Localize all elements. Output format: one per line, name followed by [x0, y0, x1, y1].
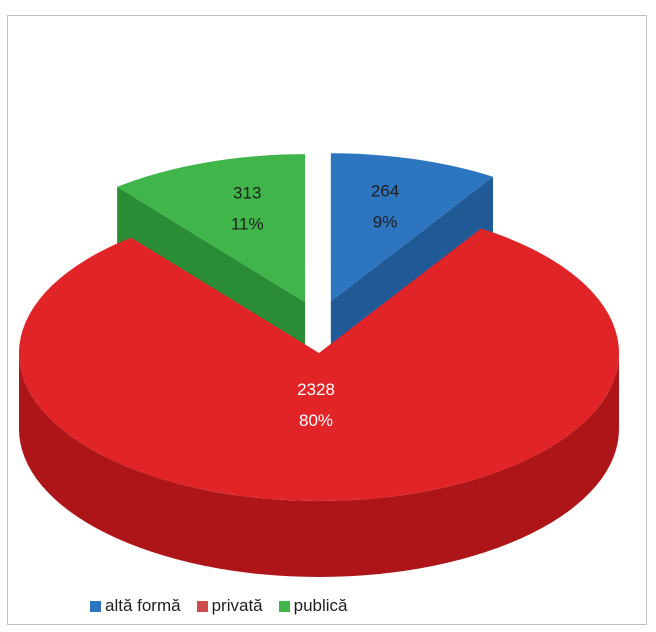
pie-slice-alta-forma	[330, 153, 493, 302]
pie-slice-privata	[19, 228, 620, 501]
legend-swatch-publica	[278, 600, 290, 612]
legend-swatch-privata	[196, 600, 208, 612]
legend: altă formă privată publică	[90, 596, 364, 616]
legend-item-publica: publică	[278, 596, 348, 616]
data-label-percent-publica: 11%	[231, 214, 264, 233]
data-label-value-publica: 313	[233, 183, 261, 202]
data-label-value-privata: 2328	[297, 380, 335, 399]
legend-label-publica: publică	[293, 596, 348, 615]
legend-label-alta-forma: altă formă	[105, 596, 181, 615]
data-label-percent-privata: 80%	[299, 411, 333, 430]
data-label-percent-alta-forma: 9%	[373, 212, 398, 231]
legend-swatch-alta-forma	[90, 600, 101, 612]
legend-label-privata: privată	[211, 596, 263, 615]
pie-slice-side-privata	[19, 353, 619, 577]
legend-item-privata: privată	[196, 596, 263, 616]
legend-item-alta-forma: altă formă	[90, 596, 181, 616]
pie-slice-publica	[117, 154, 306, 303]
data-label-value-alta-forma: 264	[371, 181, 399, 200]
